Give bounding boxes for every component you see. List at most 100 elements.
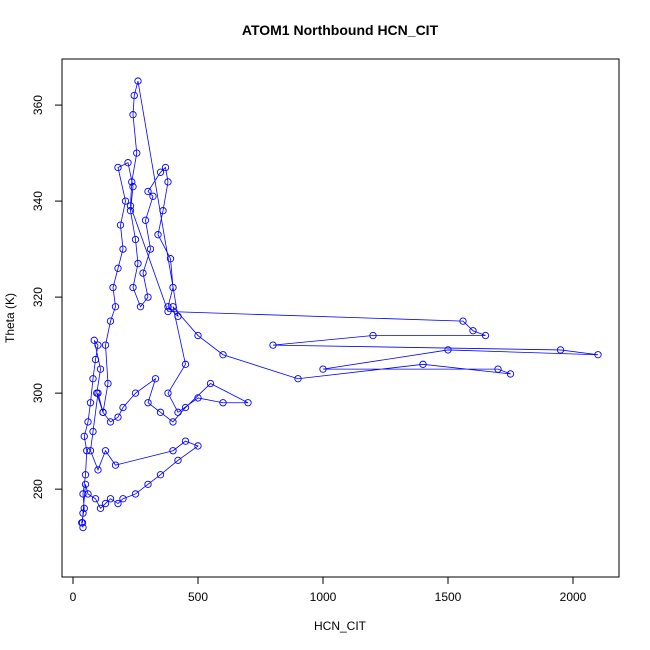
data-point bbox=[174, 408, 182, 416]
x-tick-label: 1000 bbox=[310, 590, 337, 604]
data-point bbox=[128, 178, 136, 186]
x-tick-label: 500 bbox=[188, 590, 208, 604]
data-point bbox=[81, 471, 90, 479]
data-point bbox=[181, 403, 190, 412]
data-point bbox=[594, 351, 602, 359]
data-point bbox=[166, 255, 175, 263]
y-tick-label: 280 bbox=[31, 479, 45, 499]
data-point bbox=[169, 283, 177, 292]
plot-frame bbox=[61, 58, 620, 578]
data-point bbox=[81, 480, 90, 488]
data-point bbox=[144, 399, 152, 407]
data-point bbox=[156, 408, 165, 416]
data-point bbox=[124, 159, 132, 167]
data-point bbox=[129, 283, 137, 292]
data-point bbox=[134, 259, 142, 268]
data-point bbox=[481, 331, 490, 340]
data-point bbox=[86, 447, 95, 455]
data-point bbox=[131, 389, 140, 397]
data-point bbox=[444, 346, 452, 354]
data-point bbox=[494, 365, 502, 373]
data-point bbox=[129, 111, 137, 119]
data-point bbox=[111, 303, 120, 311]
data-point bbox=[159, 207, 167, 215]
data-point bbox=[104, 379, 112, 388]
data-point bbox=[78, 519, 87, 527]
x-axis-label: HCN_CIT bbox=[314, 619, 367, 633]
data-point bbox=[156, 471, 165, 479]
x-tick-label: 1500 bbox=[435, 590, 462, 604]
data-point bbox=[169, 303, 177, 311]
data-point bbox=[89, 375, 97, 383]
data-point bbox=[469, 327, 477, 335]
data-point bbox=[106, 317, 115, 325]
data-point bbox=[136, 303, 145, 311]
data-point bbox=[99, 408, 107, 416]
data-point bbox=[156, 168, 165, 176]
data-point bbox=[114, 499, 122, 508]
data-point bbox=[194, 442, 202, 450]
data-point bbox=[94, 389, 102, 397]
data-point bbox=[130, 91, 138, 100]
data-point bbox=[101, 499, 110, 508]
data-point bbox=[119, 495, 127, 503]
data-point bbox=[419, 360, 427, 368]
data-point bbox=[194, 394, 202, 402]
data-point bbox=[94, 341, 102, 349]
data-point bbox=[146, 245, 155, 253]
data-point bbox=[144, 293, 152, 301]
data-point bbox=[111, 461, 120, 469]
data-point bbox=[84, 418, 92, 426]
data-point bbox=[459, 317, 467, 325]
data-point bbox=[106, 495, 115, 503]
data-point bbox=[114, 413, 122, 421]
data-point bbox=[164, 303, 172, 311]
data-point bbox=[96, 365, 105, 373]
data-point bbox=[126, 202, 135, 210]
data-point bbox=[164, 307, 172, 316]
data-point bbox=[164, 389, 172, 397]
data-point bbox=[294, 375, 302, 383]
chart-title: ATOM1 Northbound HCN_CIT bbox=[242, 22, 439, 38]
data-point bbox=[109, 283, 117, 292]
data-point bbox=[506, 370, 515, 378]
data-point bbox=[80, 432, 88, 440]
data-point bbox=[164, 178, 172, 186]
x-tick-label: 0 bbox=[70, 590, 77, 604]
data-point bbox=[174, 312, 182, 320]
data-point bbox=[84, 490, 92, 498]
data-point bbox=[79, 523, 87, 532]
data-point bbox=[219, 351, 227, 359]
data-point bbox=[121, 197, 130, 205]
data-point bbox=[83, 447, 91, 455]
data-point bbox=[114, 264, 122, 272]
data-point bbox=[369, 331, 377, 340]
data-point bbox=[154, 231, 162, 239]
data-point bbox=[169, 447, 177, 455]
data-point bbox=[90, 336, 98, 344]
data-point bbox=[114, 163, 122, 172]
data-point bbox=[161, 163, 170, 172]
data-point bbox=[131, 490, 140, 498]
y-tick-label: 340 bbox=[31, 191, 45, 211]
data-point bbox=[79, 490, 87, 498]
data-point bbox=[119, 245, 127, 253]
data-point bbox=[169, 418, 177, 426]
y-axis-label: Theta (K) bbox=[3, 293, 17, 343]
data-point bbox=[119, 403, 127, 412]
data-point bbox=[91, 495, 100, 503]
y-tick-label: 320 bbox=[31, 287, 45, 307]
data-point bbox=[89, 427, 97, 436]
data-point bbox=[181, 360, 190, 368]
data-point bbox=[96, 504, 105, 512]
y-tick-label: 300 bbox=[31, 383, 45, 403]
data-point bbox=[79, 509, 87, 517]
data-point bbox=[101, 341, 110, 349]
data-point bbox=[149, 192, 157, 200]
data-point bbox=[116, 221, 125, 229]
data-point bbox=[181, 437, 190, 445]
data-point bbox=[106, 418, 115, 426]
data-point bbox=[101, 447, 110, 455]
data-point bbox=[174, 456, 182, 464]
